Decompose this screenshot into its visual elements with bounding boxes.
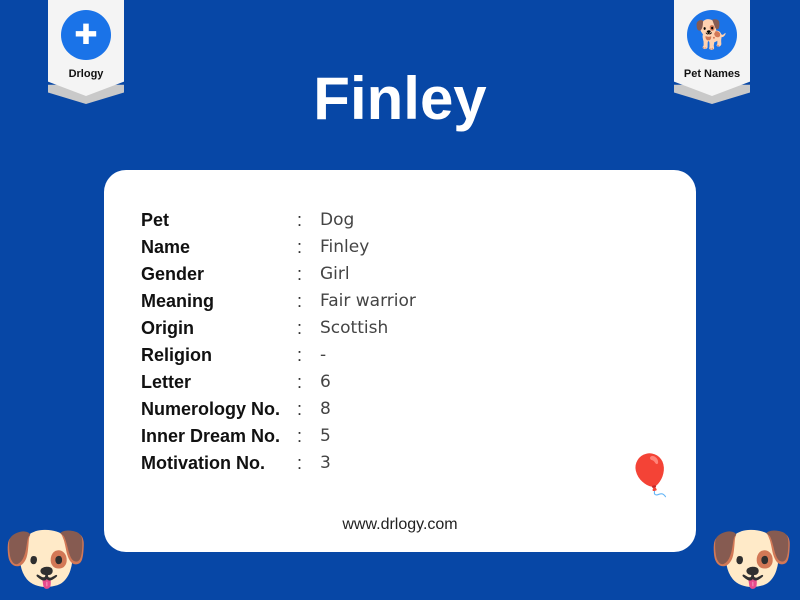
detail-key: Letter bbox=[141, 372, 192, 392]
detail-key: Religion bbox=[141, 345, 212, 365]
separator: : bbox=[297, 372, 303, 392]
separator: : bbox=[297, 318, 303, 338]
detail-value: 3 bbox=[320, 453, 331, 473]
separator: : bbox=[297, 399, 303, 419]
separator: : bbox=[297, 237, 303, 257]
dog-illustration-right: 🐶 bbox=[708, 519, 796, 597]
detail-value: 8 bbox=[320, 399, 331, 419]
detail-value: 6 bbox=[320, 372, 331, 392]
page-title: Finley bbox=[313, 65, 487, 132]
dog-cat-icon: 🐕 bbox=[687, 10, 737, 60]
separator: : bbox=[297, 345, 303, 365]
detail-key: Meaning bbox=[141, 291, 215, 311]
separator: : bbox=[297, 210, 303, 230]
detail-key: Motivation No. bbox=[141, 453, 265, 473]
detail-value: Scottish bbox=[320, 318, 389, 338]
separator: : bbox=[297, 264, 303, 284]
website-link[interactable]: www.drlogy.com bbox=[342, 516, 458, 533]
detail-value: - bbox=[320, 345, 327, 365]
separator: : bbox=[297, 291, 303, 311]
detail-key: Origin bbox=[141, 318, 194, 338]
separator: : bbox=[297, 453, 303, 473]
detail-value: Finley bbox=[320, 237, 370, 257]
detail-value: Girl bbox=[320, 264, 350, 284]
detail-key: Name bbox=[141, 237, 191, 257]
detail-value: 5 bbox=[320, 426, 331, 446]
separator: : bbox=[297, 426, 303, 446]
detail-key: Numerology No. bbox=[141, 399, 281, 419]
drlogy-logo[interactable]: ✚ Drlogy bbox=[48, 0, 124, 104]
balloons-illustration: 🎈 bbox=[625, 454, 675, 498]
dog-illustration-left: 🐶 bbox=[2, 519, 90, 597]
details-card: Pet: Dog Name: Finley Gender: Girl Meaning: Fai… bbox=[104, 170, 696, 552]
detail-key: Pet bbox=[141, 210, 170, 230]
detail-key: Inner Dream No. bbox=[141, 426, 281, 446]
medical-cross-icon: ✚ bbox=[61, 10, 111, 60]
detail-value: Fair warrior bbox=[320, 291, 416, 311]
detail-value: Dog bbox=[320, 210, 355, 230]
detail-key: Gender bbox=[141, 264, 205, 284]
